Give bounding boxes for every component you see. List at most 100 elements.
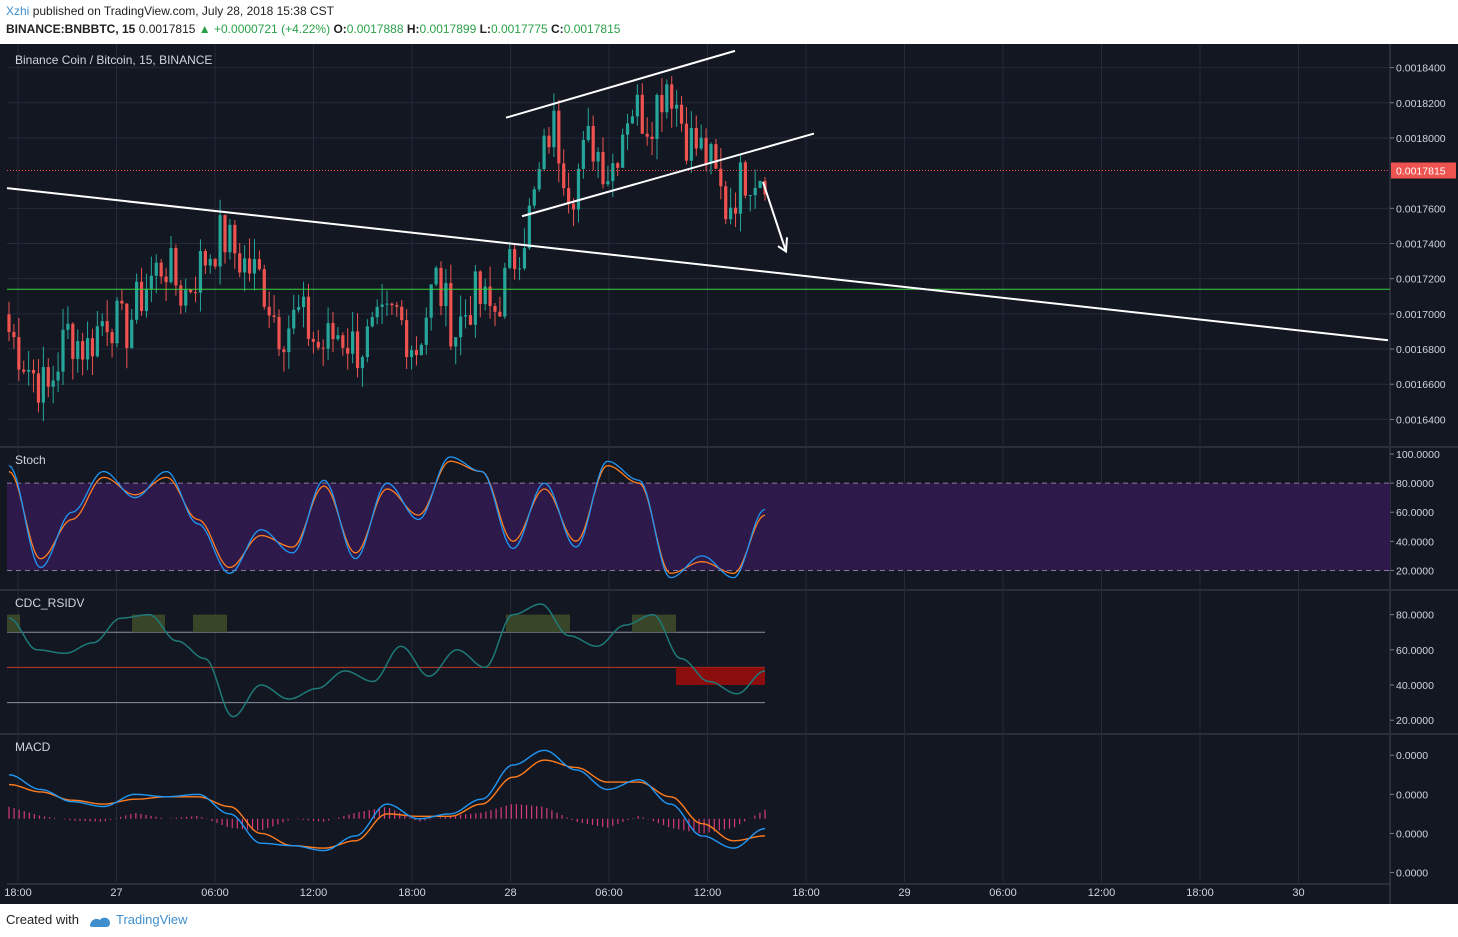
candle-body: [159, 262, 163, 277]
candle-body: [714, 144, 718, 169]
stoch-tick-label: 20.0000: [1396, 565, 1434, 577]
candle-body: [297, 307, 301, 310]
candle-body: [115, 300, 119, 344]
rsi-pane-title: CDC_RSIDV: [15, 596, 84, 610]
candle-body: [218, 215, 222, 267]
candle-body: [336, 335, 340, 340]
candle-body: [503, 267, 507, 317]
candle-body: [125, 303, 129, 349]
candle-body: [483, 286, 487, 305]
candle-body: [513, 249, 517, 270]
candle-body: [46, 367, 50, 387]
candle-body: [424, 317, 428, 345]
candle-body: [130, 319, 134, 349]
candle-body: [341, 335, 345, 348]
candle-body: [729, 207, 733, 220]
time-tick-label: 18:00: [398, 887, 426, 899]
symbol-label: BINANCE:BNBBTC, 15: [6, 22, 136, 36]
candle-body: [213, 258, 217, 267]
time-tick-label: 06:00: [201, 887, 229, 899]
macd-tick-label: 0.0000: [1396, 750, 1428, 762]
current-price-tag: [1391, 162, 1456, 179]
candle-body: [41, 367, 45, 403]
candle-body: [375, 306, 379, 318]
candle-body: [184, 289, 188, 306]
price-tick-label: 0.0017000: [1396, 309, 1446, 321]
published-line: Xzhi published on TradingView.com, July …: [6, 4, 334, 18]
macd-line: [8, 749, 766, 852]
candle-body: [468, 315, 473, 325]
candle-body: [36, 373, 41, 403]
candle-body: [110, 332, 114, 344]
price-axis-area: [1390, 44, 1458, 904]
candle-body: [606, 181, 610, 185]
time-tick-label: 27: [110, 887, 122, 899]
open-label: O:: [333, 22, 347, 36]
candle-body: [135, 281, 139, 320]
candle-body: [292, 309, 296, 329]
rsi-tick-label: 20.0000: [1396, 715, 1434, 727]
published-text: published on TradingView.com, July 28, 2…: [32, 4, 334, 18]
candle-body: [655, 94, 659, 139]
time-tick-label: 29: [898, 887, 910, 899]
candle-body: [71, 323, 75, 359]
candle-body: [498, 311, 502, 317]
candle-body: [370, 317, 374, 327]
candle-body: [51, 380, 55, 387]
open-value: 0.0017888: [346, 22, 404, 36]
candles-group: [7, 76, 767, 422]
candle-body: [282, 349, 286, 353]
publisher-link[interactable]: Xzhi: [6, 4, 30, 18]
candle-body: [316, 341, 320, 348]
low-value: 0.0017775: [490, 22, 548, 36]
candle-body: [311, 338, 315, 342]
candle-body: [149, 275, 153, 290]
candle-body: [738, 162, 743, 214]
stoch-d-line: [8, 460, 766, 574]
candle-body: [743, 162, 747, 196]
candle-body: [719, 168, 723, 187]
chart-canvas[interactable]: 18:00 27 06:00 12:00 18:00 28 06:00 12:00 18:00 2…: [0, 44, 1458, 904]
candle-body: [351, 331, 355, 354]
candle-body: [454, 337, 458, 347]
candle-body: [355, 331, 360, 369]
stoch-k-line: [8, 456, 766, 579]
price-change: +0.0000721 (+4.22%): [214, 22, 331, 36]
rsi-overbought-zone: [7, 614, 20, 633]
time-tick-label: 06:00: [595, 887, 623, 899]
candle-body: [753, 187, 757, 196]
candle-body: [419, 344, 423, 356]
candle-body: [105, 321, 109, 333]
price-tick-label: 0.0018000: [1396, 133, 1446, 145]
candle-body: [414, 350, 419, 356]
candle-body: [547, 135, 551, 148]
price-tick-label: 0.0016800: [1396, 344, 1446, 356]
candle-body: [709, 144, 713, 164]
candle-body: [189, 289, 193, 293]
candle-body: [17, 337, 21, 370]
stoch-band: [7, 483, 1390, 571]
time-tick-label: 12:00: [694, 887, 722, 899]
high-label: H:: [406, 22, 420, 36]
candle-body: [360, 357, 365, 369]
stoch-tick-label: 40.0000: [1396, 536, 1434, 548]
stoch-tick-label: 80.0000: [1396, 478, 1434, 490]
candle-body: [645, 133, 649, 137]
macd-tick-label: 0.0000: [1396, 828, 1428, 840]
tradingview-brand-label: TradingView: [116, 912, 188, 927]
candle-body: [100, 321, 104, 327]
candle-body: [385, 303, 389, 305]
candle-body: [660, 94, 664, 113]
candle-body: [650, 136, 654, 139]
candle-body: [694, 127, 698, 149]
candle-body: [164, 276, 168, 283]
lower-channel-line: [521, 132, 815, 218]
stoch-tick-label: 60.0000: [1396, 507, 1434, 519]
candle-body: [252, 259, 257, 274]
candle-body: [704, 137, 708, 164]
candle-body: [193, 292, 198, 294]
tradingview-brand[interactable]: TradingView: [88, 912, 188, 928]
price-tick-label: 0.0018400: [1396, 63, 1446, 75]
candle-body: [596, 151, 600, 162]
time-tick-label: 28: [504, 887, 516, 899]
